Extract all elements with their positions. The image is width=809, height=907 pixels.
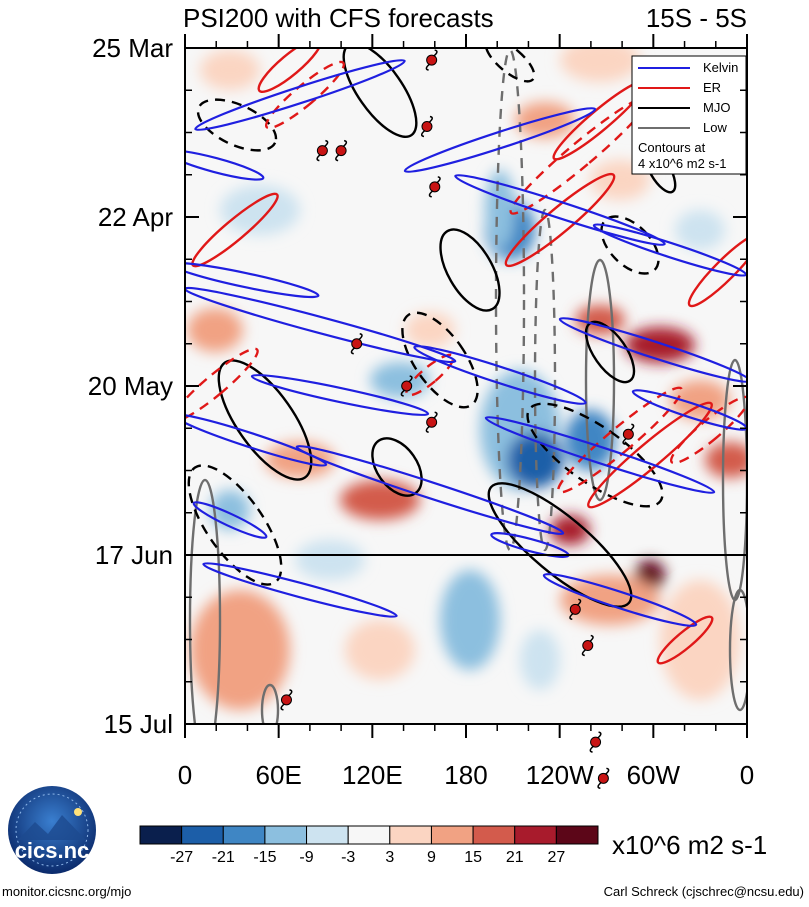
y-tick-label: 17 Jun	[95, 540, 173, 570]
y-tick-label: 20 May	[88, 371, 173, 401]
colorbar-tick-label: 3	[385, 849, 394, 866]
low-contours	[188, 48, 747, 724]
colorbar-swatch	[264, 825, 308, 845]
tropical-cyclone-icon	[425, 49, 438, 71]
x-tick-label: 60E	[256, 760, 302, 790]
tropical-cyclone-icon	[569, 598, 582, 621]
legend-note-line2: 4 x10^6 m2 s-1	[638, 156, 726, 171]
tropical-cyclone-icon	[316, 139, 329, 162]
tropical-cyclone-icon	[622, 423, 635, 446]
legend-mjo-label: MJO	[703, 100, 730, 115]
tropical-cyclone-icon	[350, 333, 363, 355]
contour-overlays	[185, 48, 747, 724]
x-tick-label: 60W	[627, 760, 681, 790]
colorbar-swatch	[306, 825, 349, 845]
footer-left: monitor.cicsnc.org/mjo	[2, 884, 131, 899]
colorbar: -27 -21 -15 -9 -3 3 9 15 21 27	[139, 825, 599, 866]
chart-title: PSI200 with CFS forecasts	[183, 3, 494, 33]
legend-er-label: ER	[703, 80, 721, 95]
colorbar-swatch	[139, 825, 183, 845]
kelvin-contours	[185, 59, 747, 627]
y-tick-label: 25 Mar	[92, 33, 173, 63]
tropical-cyclone-icon	[280, 689, 293, 711]
tropical-cyclone-icon	[335, 139, 348, 162]
footer-right: Carl Schreck (cjschrec@ncsu.edu)	[604, 884, 804, 899]
colorbar-swatch	[555, 825, 599, 845]
region-label: 15S - 5S	[646, 3, 747, 33]
storm-symbols	[280, 49, 635, 790]
x-tick-label: 180	[444, 760, 487, 790]
x-tick-label: 120W	[526, 760, 594, 790]
colorbar-tick-label: 21	[506, 849, 524, 866]
colorbar-tick-label: -9	[299, 849, 313, 866]
tropical-cyclone-icon	[425, 411, 438, 433]
tropical-cyclone-icon	[597, 767, 610, 790]
x-tick-label: 0	[740, 760, 754, 790]
y-tick-label: 22 Apr	[98, 202, 174, 232]
colorbar-units: x10^6 m2 s-1	[612, 830, 767, 860]
colorbar-swatch	[222, 825, 266, 845]
colorbar-tick-label: 9	[427, 849, 436, 866]
colorbar-tick-label: 15	[464, 849, 482, 866]
colorbar-tick-label: -21	[212, 849, 235, 866]
x-tick-label: 0	[178, 760, 192, 790]
colorbar-tick-label: 27	[547, 849, 565, 866]
colorbar-tick-label: -27	[170, 849, 193, 866]
logo-text: cics.nc	[15, 838, 90, 863]
legend-note-line1: Contours at	[638, 140, 706, 155]
y-tick-label: 15 Jul	[104, 709, 173, 739]
colorbar-swatch	[514, 825, 557, 845]
legend-low-label: Low	[703, 120, 727, 135]
tropical-cyclone-icon	[589, 731, 602, 753]
colorbar-swatch	[430, 825, 474, 845]
colorbar-tick-label: -15	[253, 849, 276, 866]
legend: Kelvin ER MJO Low Contours at 4 x10^6 m2…	[631, 55, 747, 175]
tropical-cyclone-icon	[400, 375, 413, 397]
tropical-cyclone-icon	[428, 176, 441, 198]
colorbar-swatch	[347, 825, 391, 845]
colorbar-tick-label: -3	[341, 849, 355, 866]
tropical-cyclone-icon	[581, 634, 594, 657]
colorbar-swatch	[389, 825, 432, 845]
colorbar-swatch	[181, 825, 224, 845]
legend-kelvin-label: Kelvin	[703, 60, 738, 75]
cicsnc-logo: cics.nc	[8, 786, 96, 874]
x-tick-label: 120E	[342, 760, 403, 790]
colorbar-swatch	[472, 825, 516, 845]
tropical-cyclone-icon	[420, 115, 433, 138]
